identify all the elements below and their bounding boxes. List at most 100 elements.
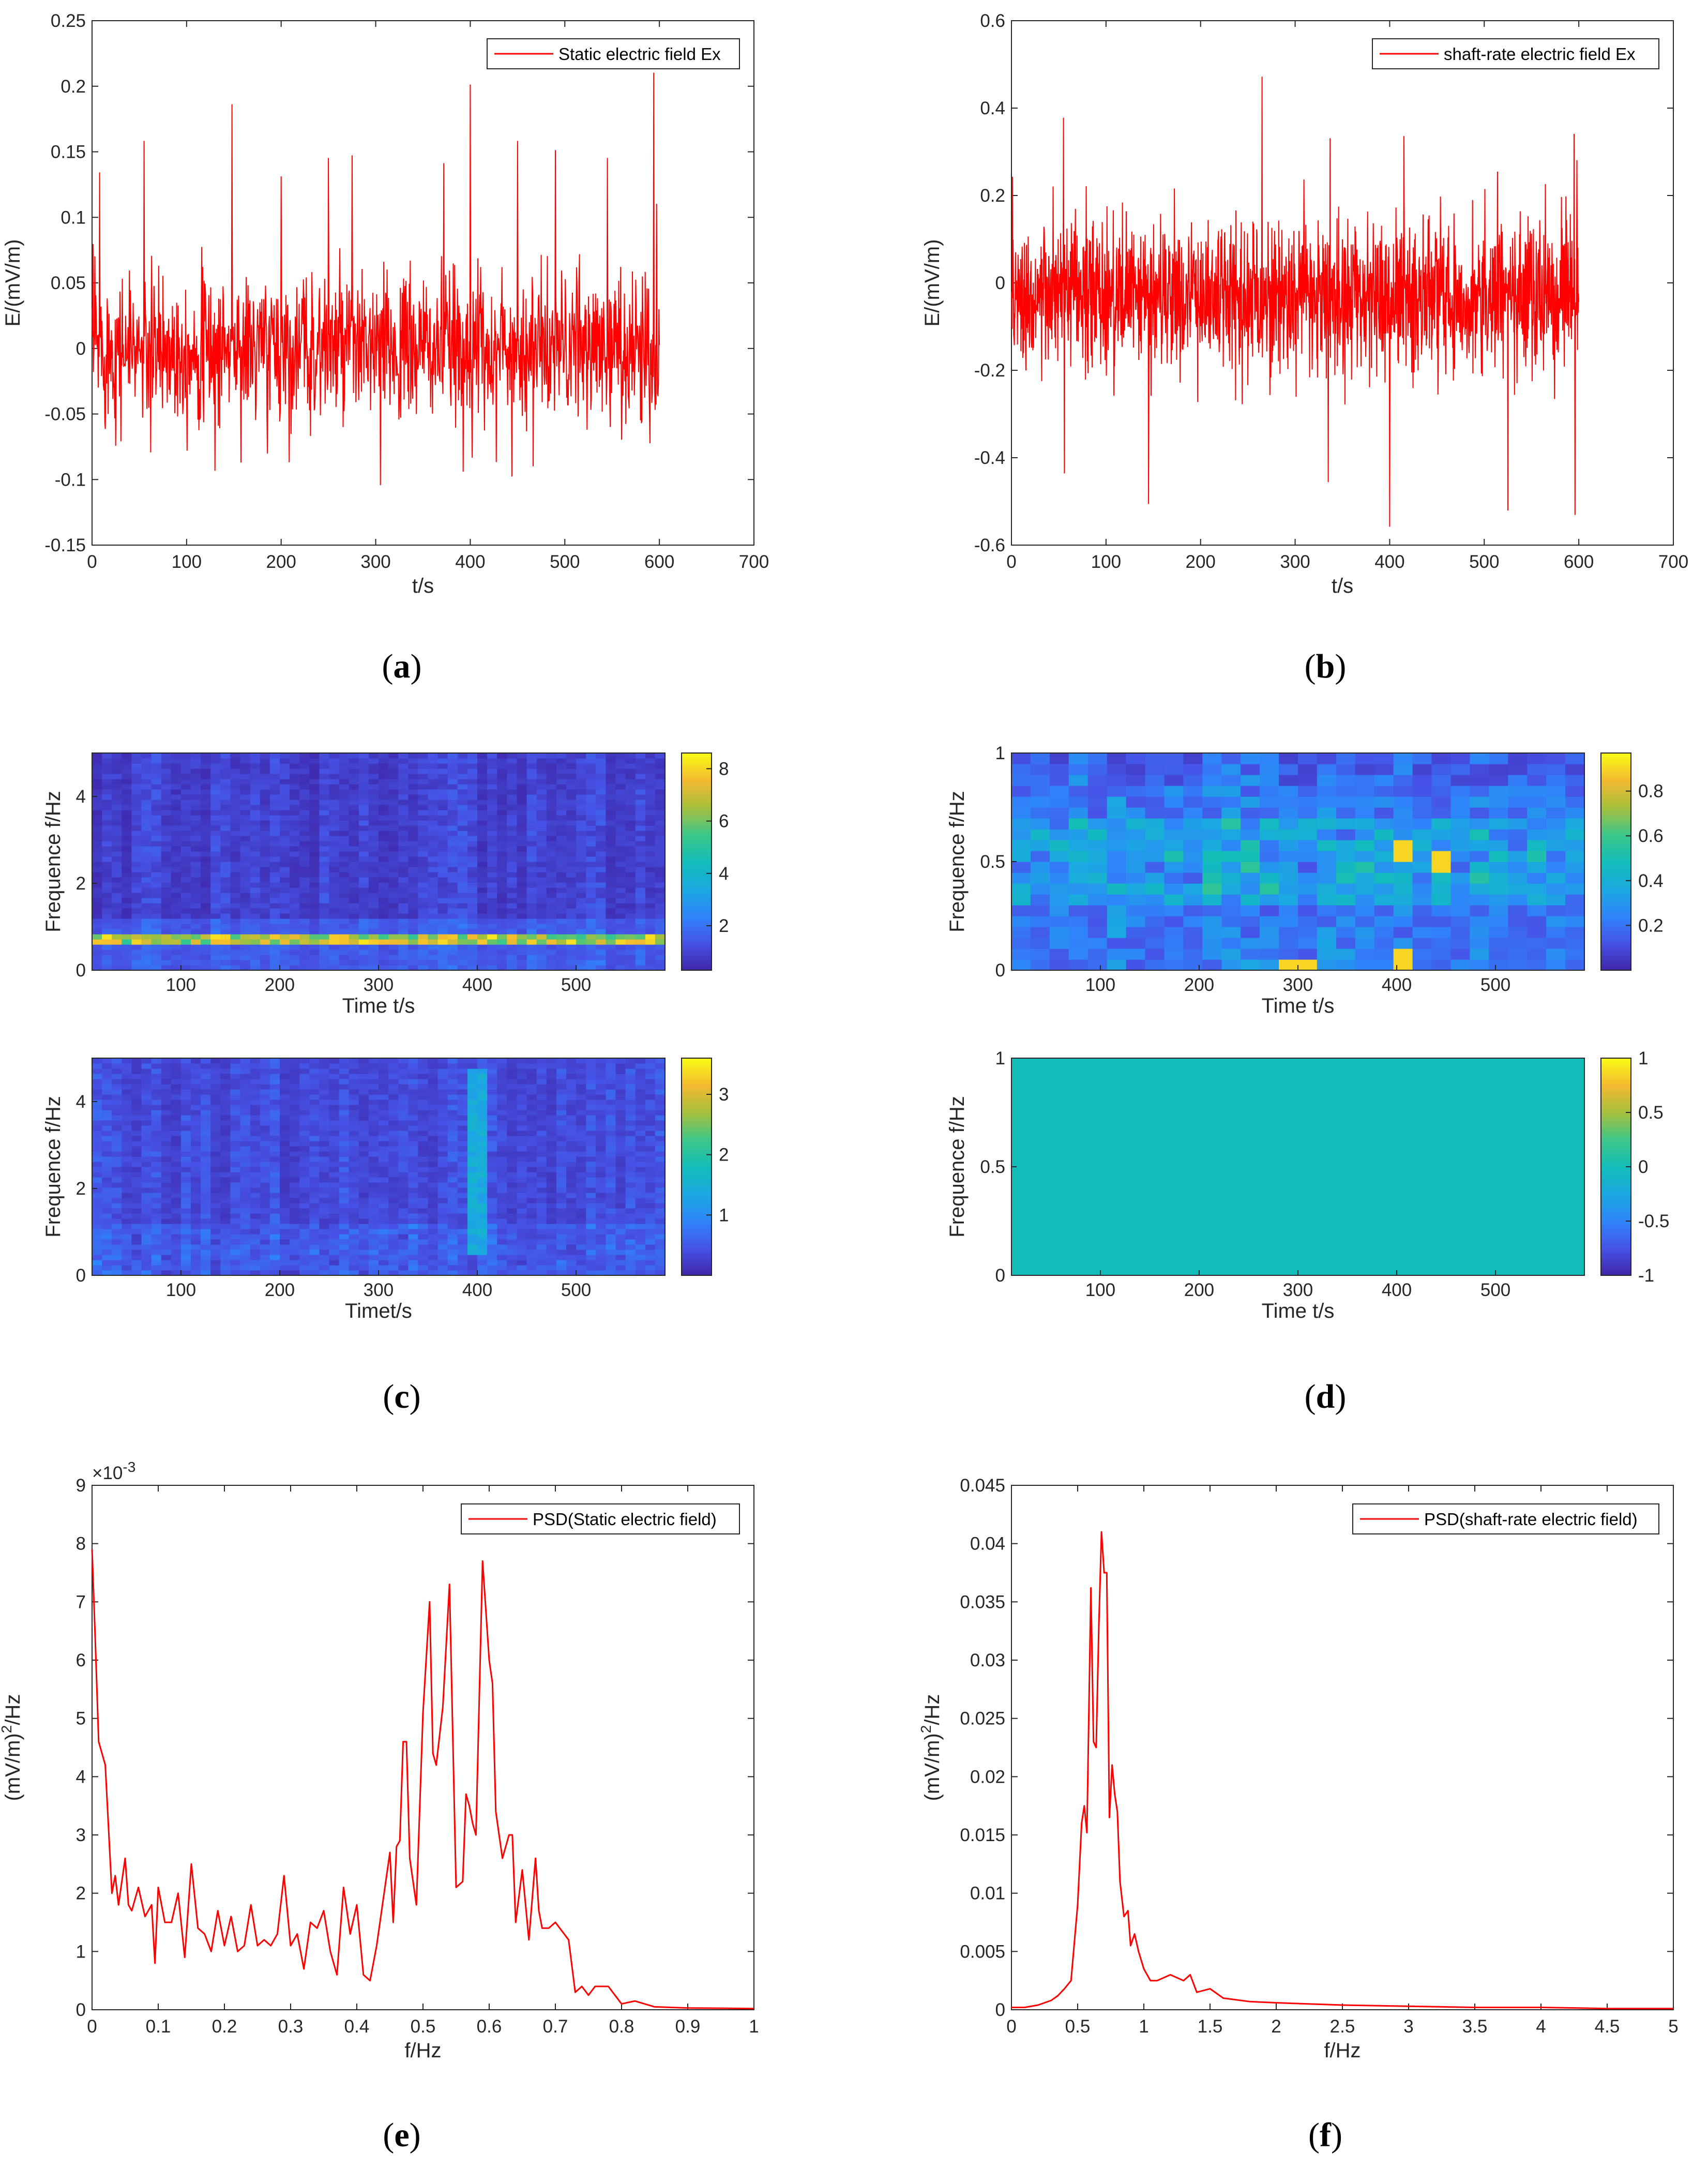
heatmap-cell [606, 903, 616, 909]
heatmap-cell [635, 908, 646, 914]
heatmap-cell [240, 929, 251, 935]
heatmap-cell [418, 763, 429, 769]
heatmap-cell [596, 1172, 606, 1178]
heatmap-cell [398, 1100, 409, 1105]
heatmap-cell [467, 846, 478, 852]
heatmap-cell [517, 1063, 527, 1069]
heatmap-cell [418, 1213, 429, 1219]
heatmap-cell [556, 805, 567, 810]
heatmap-cell [309, 789, 320, 795]
heatmap-cell [349, 1125, 359, 1131]
heatmap-cell [339, 1162, 350, 1167]
heatmap-cell [260, 965, 270, 971]
heatmap-cell [201, 774, 211, 779]
heatmap-cell [428, 903, 439, 909]
heatmap-cell [151, 1100, 162, 1105]
heatmap-cell [546, 944, 557, 950]
heatmap-cell [586, 1162, 596, 1167]
heatmap-cell [250, 1172, 261, 1178]
heatmap-cell [349, 851, 359, 857]
heatmap-cell [576, 856, 586, 862]
heatmap-cell [191, 1203, 201, 1209]
heatmap-cell [576, 774, 586, 779]
heatmap-cell [180, 841, 191, 847]
heatmap-cell [161, 1249, 172, 1255]
heatmap-cell [309, 1079, 320, 1085]
heatmap-cell [635, 867, 646, 872]
heatmap-cell [260, 877, 270, 883]
heatmap-cell [655, 856, 666, 862]
heatmap-cell [536, 1255, 547, 1260]
heatmap-cell [517, 898, 527, 904]
heatmap-cell [635, 950, 646, 955]
heatmap-cell [240, 1063, 251, 1069]
heatmap-cell [92, 965, 102, 971]
heatmap-cell [576, 1146, 586, 1152]
heatmap-cell [526, 794, 537, 800]
heatmap-cell [546, 856, 557, 862]
heatmap-cell [319, 1167, 330, 1172]
heatmap-cell [339, 1063, 350, 1069]
heatmap-cell [309, 841, 320, 847]
heatmap-cell [250, 1193, 261, 1198]
heatmap-cell [319, 825, 330, 831]
heatmap-cell [447, 800, 458, 805]
heatmap-cell [497, 1198, 507, 1203]
heatmap-cell [102, 1074, 112, 1079]
heatmap-cell [467, 1187, 478, 1193]
heatmap-cell [230, 758, 241, 764]
heatmap-cell [418, 815, 429, 821]
heatmap-cell [161, 1162, 172, 1167]
heatmap-cell [487, 758, 497, 764]
heatmap-cell [576, 934, 586, 940]
heatmap-cell [398, 887, 409, 893]
heatmap-cell [497, 1141, 507, 1147]
heatmap-cell [368, 872, 379, 878]
heatmap-cell [497, 965, 507, 971]
heatmap-cell [112, 939, 122, 945]
heatmap-cell [151, 851, 162, 857]
heatmap-cell [240, 1203, 251, 1209]
heatmap-cell [635, 1270, 646, 1276]
colorbar-step [682, 901, 712, 906]
heatmap-cell [102, 908, 112, 914]
heatmap-cell [408, 1270, 418, 1276]
heatmap-cell [447, 1063, 458, 1069]
heatmap-cell [309, 758, 320, 764]
heatmap-cell [408, 1063, 418, 1069]
heatmap-cell [191, 856, 201, 862]
heatmap-cell [141, 753, 152, 759]
heatmap-cell [596, 1255, 606, 1260]
heatmap-cell [517, 1105, 527, 1110]
heatmap-cell [615, 1115, 626, 1121]
y-tick-label: 0.2 [61, 77, 86, 97]
heatmap-cell [596, 1125, 606, 1131]
heatmap-cell [368, 903, 379, 909]
heatmap-cell [171, 825, 182, 831]
heatmap-cell [388, 1063, 399, 1069]
y-tick-label: 0.05 [51, 273, 86, 293]
heatmap-cell [102, 841, 112, 847]
heatmap-cell [497, 1234, 507, 1240]
heatmap-cell [260, 934, 270, 940]
heatmap-cell [536, 1193, 547, 1198]
heatmap-cell [230, 1172, 241, 1178]
heatmap-cell [290, 1270, 300, 1276]
heatmap-cell [102, 867, 112, 872]
heatmap-cell [319, 836, 330, 841]
heatmap-cell [467, 753, 478, 759]
heatmap-cell [180, 836, 191, 841]
heatmap-cell [299, 820, 310, 826]
heatmap-cell [418, 1146, 429, 1152]
heatmap-cell [329, 758, 340, 764]
heatmap-cell [526, 1068, 537, 1074]
heatmap-cell [171, 1156, 182, 1162]
heatmap-cell [131, 1110, 142, 1116]
heatmap-cell [606, 820, 616, 826]
heatmap-cell [645, 1249, 656, 1255]
heatmap-cell [576, 1156, 586, 1162]
heatmap-cell [358, 758, 369, 764]
heatmap-cell [606, 1100, 616, 1105]
heatmap-cell [576, 820, 586, 826]
heatmap-cell [220, 789, 231, 795]
